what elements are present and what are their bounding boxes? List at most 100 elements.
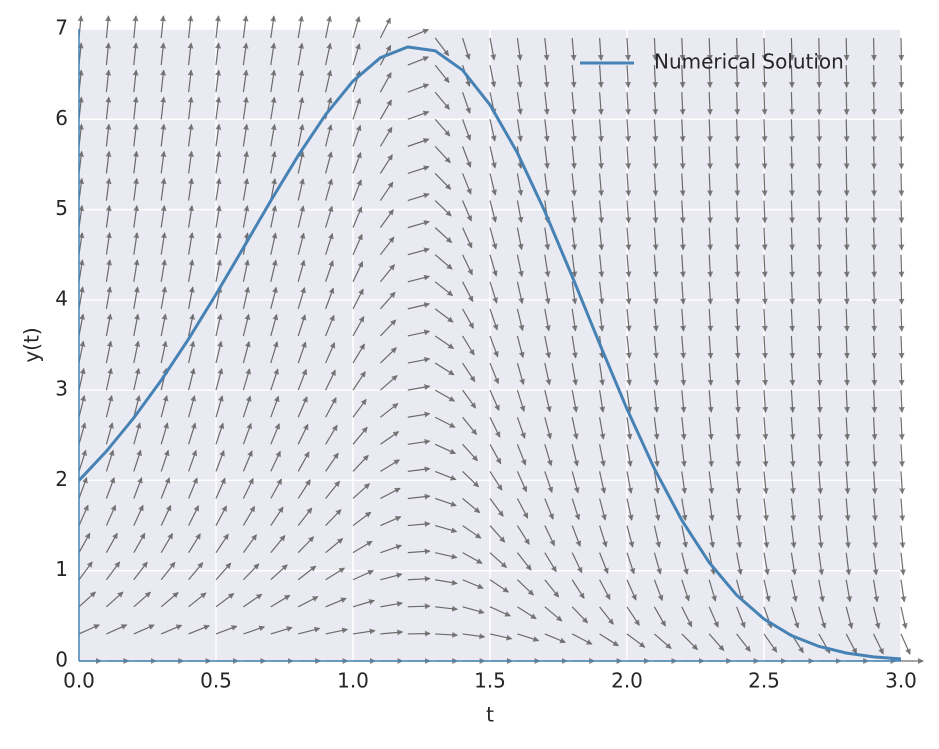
field-arrow (160, 286, 168, 309)
field-arrow (462, 254, 473, 276)
field-arrow (325, 42, 333, 66)
field-arrow (843, 92, 850, 116)
field-arrow (653, 552, 662, 575)
field-arrow (215, 204, 222, 228)
field-arrow (434, 64, 450, 84)
field-arrow (187, 42, 194, 66)
field-arrow (462, 470, 480, 488)
field-arrow (78, 449, 88, 472)
field-arrow (626, 606, 640, 626)
field-arrow (215, 505, 227, 526)
field-arrow (679, 119, 686, 143)
field-arrow (789, 227, 796, 251)
field-arrow (543, 37, 550, 61)
field-arrow (325, 124, 333, 147)
field-arrow (816, 92, 823, 116)
field-arrow (105, 123, 112, 147)
field-arrow (297, 178, 305, 201)
field-arrow (873, 579, 880, 603)
field-arrow (462, 443, 479, 462)
field-arrow (599, 633, 620, 647)
field-arrow (380, 375, 398, 391)
field-arrow (763, 579, 771, 603)
field-arrow (597, 119, 604, 143)
field-arrow (681, 525, 689, 549)
field-arrow (215, 533, 229, 553)
field-arrow (789, 254, 796, 278)
field-arrow (462, 389, 477, 409)
field-arrow (297, 123, 305, 147)
field-arrow (571, 525, 582, 548)
field-arrow (599, 606, 614, 625)
field-arrow (242, 450, 253, 472)
field-arrow (188, 533, 201, 553)
field-arrow (407, 220, 430, 229)
field-arrow (626, 444, 633, 468)
field-arrow (215, 313, 223, 337)
field-arrow (843, 38, 850, 62)
field-arrow (544, 335, 552, 359)
field-arrow (871, 173, 878, 197)
field-arrow (516, 362, 525, 386)
field-arrow (160, 394, 169, 418)
field-arrow (105, 367, 114, 391)
field-arrow (435, 579, 458, 586)
field-arrow (462, 92, 471, 114)
field-arrow (325, 424, 338, 445)
field-arrow (706, 92, 713, 116)
field-arrow (707, 363, 714, 386)
field-arrow (407, 247, 431, 256)
field-arrow (105, 422, 114, 445)
field-arrow (78, 422, 87, 445)
field-arrow (242, 96, 249, 120)
field-arrow (489, 471, 503, 491)
field-arrow (735, 444, 742, 468)
field-arrow (105, 42, 112, 66)
field-arrow (242, 123, 249, 147)
field-arrow (133, 286, 140, 309)
field-arrow (708, 444, 715, 468)
field-arrow (297, 596, 319, 608)
field-arrow (379, 17, 391, 39)
field-arrow (707, 200, 714, 224)
field-arrow (325, 480, 341, 499)
field-arrow (900, 579, 907, 603)
field-arrow (599, 552, 609, 575)
field-arrow (407, 466, 431, 473)
field-arrow (462, 281, 474, 303)
field-arrow (680, 417, 687, 441)
field-arrow (571, 552, 583, 574)
field-arrow (707, 390, 714, 414)
field-arrow (407, 411, 431, 418)
field-arrow (352, 179, 362, 201)
field-arrow (215, 96, 222, 120)
field-arrow (817, 525, 824, 549)
field-arrow (817, 444, 824, 468)
field-arrow (571, 606, 589, 624)
field-arrow (735, 417, 742, 441)
field-arrow (462, 416, 478, 436)
field-arrow (843, 254, 850, 278)
field-arrow (133, 449, 142, 472)
field-arrow (297, 507, 313, 526)
field-arrow (735, 498, 742, 522)
field-arrow (680, 335, 687, 359)
field-arrow (489, 200, 498, 223)
x-tick-label: 0.0 (63, 669, 95, 693)
x-tick-label: 1.0 (337, 669, 369, 693)
field-arrow (625, 92, 632, 116)
field-arrow (188, 313, 195, 337)
field-arrow (270, 286, 278, 310)
field-arrow (626, 417, 633, 440)
field-arrow (816, 173, 823, 197)
field-arrow (133, 231, 140, 255)
field-arrow (898, 308, 905, 332)
field-arrow (844, 498, 851, 522)
field-arrow (843, 146, 850, 170)
field-arrow (734, 173, 741, 197)
x-tick-label: 2.5 (748, 669, 780, 693)
field-arrow (105, 394, 114, 418)
field-arrow (215, 449, 225, 472)
field-arrow (843, 119, 850, 143)
field-arrow (434, 118, 451, 137)
